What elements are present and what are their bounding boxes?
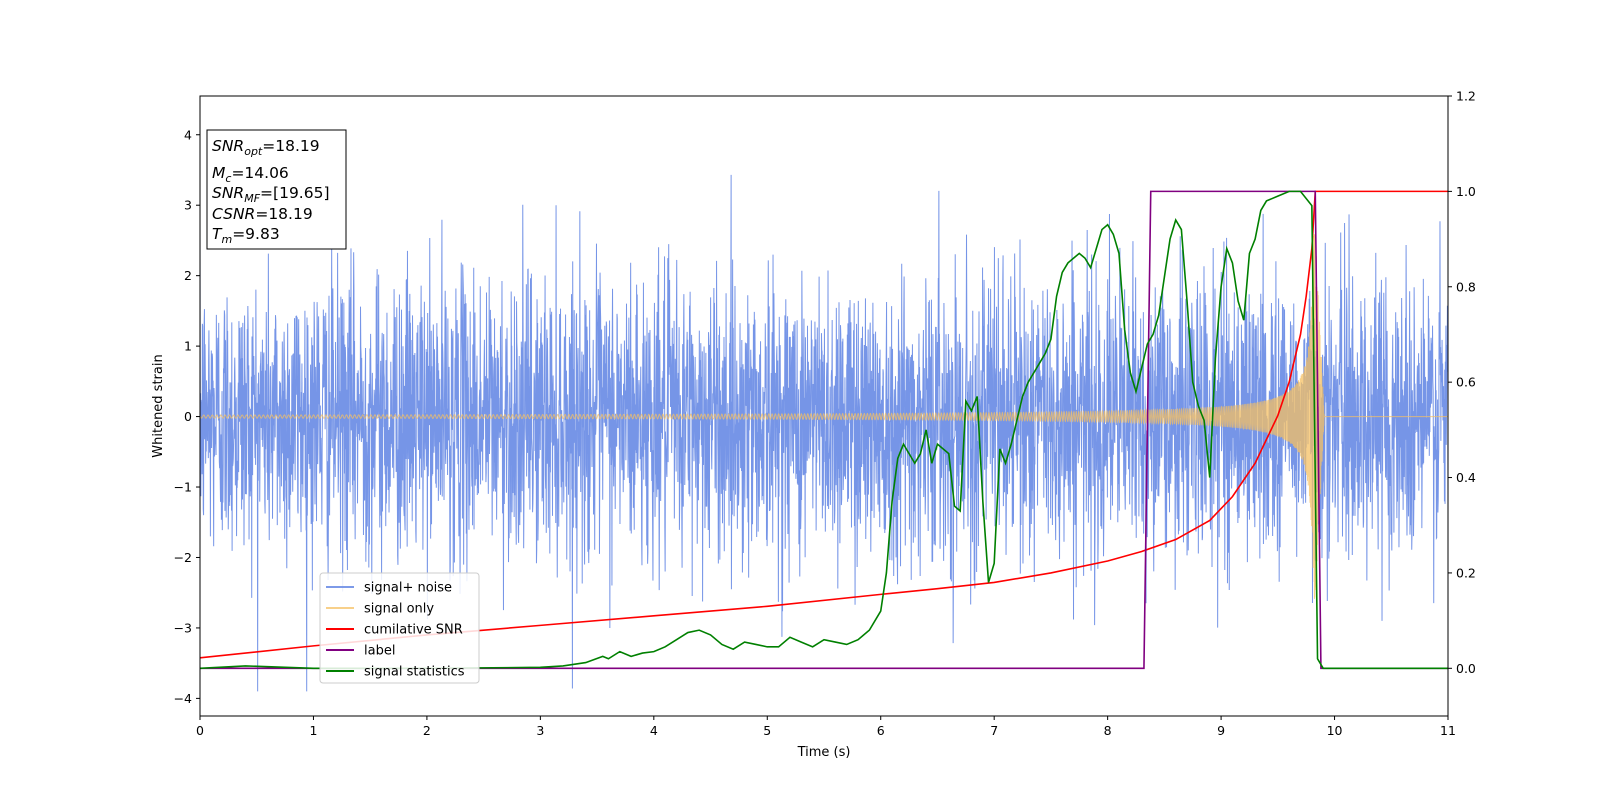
y-tick-label: −1: [174, 480, 192, 495]
y2-tick-label: 0.0: [1456, 661, 1476, 676]
legend-label: signal only: [364, 602, 434, 617]
x-tick-label: 9: [1217, 723, 1225, 738]
legend-label: signal+ noise: [364, 581, 452, 596]
y-tick-label: −4: [174, 691, 192, 706]
y2-tick-label: 0.6: [1456, 375, 1476, 390]
info-box-frame: [206, 129, 347, 250]
x-tick-label: 1: [309, 723, 317, 738]
plot-area: [200, 174, 1448, 692]
legend-label: signal statistics: [364, 665, 465, 680]
series-label: [200, 190, 1448, 670]
x-tick-label: 4: [650, 723, 658, 738]
y-tick-label: −3: [174, 620, 192, 635]
series-cumulative-snr: [200, 190, 1448, 659]
info-box: SNRopt=18.19 Mc=14.06SNRMF=[19.65]CSNR=18…: [206, 129, 347, 250]
x-axis: 0 1 2 3 4 5 6 7 8 9 10 11: [196, 716, 1456, 738]
y2-tick-label: 1.2: [1456, 89, 1476, 104]
y2-tick-label: 1.0: [1456, 184, 1476, 199]
info-line: Tm=9.83: [212, 225, 280, 246]
y-axis-right: 0.0 0.2 0.4 0.6 0.8 1.0 1.2: [1448, 89, 1476, 676]
x-tick-label: 5: [763, 723, 771, 738]
x-axis-title: Time (s): [797, 745, 851, 760]
y-tick-label: 4: [184, 127, 192, 142]
legend-frame: [319, 572, 480, 684]
y2-tick-label: 0.8: [1456, 279, 1476, 294]
y-axis-left: −4 −3 −2 −1 0 1 2 3 4: [174, 127, 200, 706]
legend-label: cumilative SNR: [364, 623, 463, 638]
legend-label: label: [364, 644, 395, 659]
y2-tick-label: 0.4: [1456, 470, 1476, 485]
x-tick-label: 7: [990, 723, 998, 738]
x-tick-label: 6: [877, 723, 885, 738]
x-tick-label: 2: [423, 723, 431, 738]
axes-frame: [199, 95, 1449, 717]
info-line: Mc=14.06: [212, 164, 289, 185]
y-axis-title: Whitened strain: [151, 354, 166, 457]
x-tick-label: 3: [536, 723, 544, 738]
y-tick-label: 0: [184, 409, 192, 424]
x-tick-label: 11: [1440, 723, 1456, 738]
x-tick-label: 10: [1327, 723, 1343, 738]
info-line: SNRMF=[19.65]: [212, 184, 330, 205]
y-tick-label: −2: [174, 550, 192, 565]
legend: signal+ noise signal only cumilative SNR la…: [319, 572, 480, 684]
series-signal-only: [200, 234, 1448, 599]
y-tick-label: 2: [184, 268, 192, 283]
info-line: CSNR=18.19: [212, 205, 313, 223]
info-line: SNRopt=18.19: [212, 137, 320, 158]
y2-tick-label: 0.2: [1456, 565, 1476, 580]
x-tick-label: 0: [196, 723, 204, 738]
y-tick-label: 3: [184, 198, 192, 213]
y-tick-label: 1: [184, 339, 192, 354]
x-tick-label: 8: [1104, 723, 1112, 738]
series-signal-statistics: [200, 190, 1448, 670]
series-signal-noise: [200, 174, 1448, 692]
